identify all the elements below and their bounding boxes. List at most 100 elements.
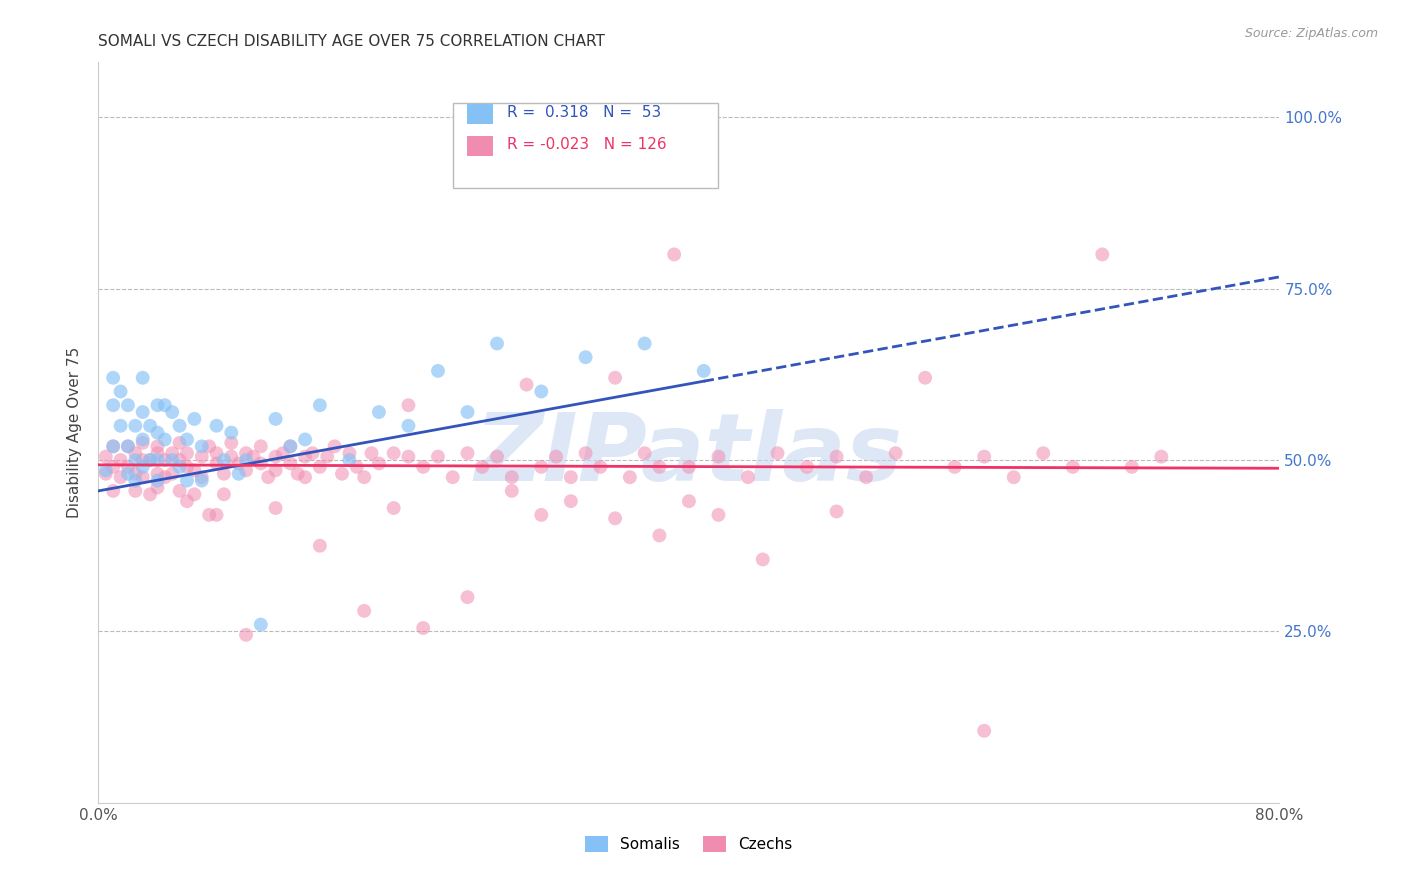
Point <box>560 494 582 508</box>
Point <box>117 439 139 453</box>
Point <box>153 398 176 412</box>
Point <box>486 450 509 464</box>
Point <box>124 453 146 467</box>
Point <box>605 371 627 385</box>
Point <box>884 446 907 460</box>
Point <box>605 511 627 525</box>
Point <box>221 425 243 440</box>
Point <box>169 459 191 474</box>
Point <box>139 453 162 467</box>
Point <box>707 508 730 522</box>
Point <box>648 459 671 474</box>
Point <box>412 621 434 635</box>
Point <box>678 494 700 508</box>
Point <box>486 336 509 351</box>
Point <box>228 467 250 481</box>
Point <box>132 453 155 467</box>
Point <box>205 446 228 460</box>
Point <box>360 446 382 460</box>
Point <box>309 398 332 412</box>
Point <box>139 453 162 467</box>
Point <box>1062 459 1084 474</box>
Point <box>124 483 146 498</box>
Point <box>1002 470 1025 484</box>
Point <box>707 450 730 464</box>
Point <box>589 459 612 474</box>
Point <box>619 470 641 484</box>
Point <box>117 459 139 474</box>
Point <box>169 453 191 467</box>
Point <box>176 474 198 488</box>
Point <box>176 459 198 474</box>
Point <box>309 459 332 474</box>
Point <box>162 405 183 419</box>
Point <box>250 457 273 471</box>
Point <box>132 459 155 474</box>
Point <box>139 418 162 433</box>
Point <box>280 457 302 471</box>
Text: SOMALI VS CZECH DISABILITY AGE OVER 75 CORRELATION CHART: SOMALI VS CZECH DISABILITY AGE OVER 75 C… <box>98 34 606 49</box>
Point <box>501 483 523 498</box>
Point <box>94 450 117 464</box>
Point <box>501 470 523 484</box>
Point <box>191 439 214 453</box>
Point <box>146 474 169 488</box>
Point <box>228 457 250 471</box>
Point <box>796 459 818 474</box>
Point <box>973 723 995 738</box>
Point <box>146 453 169 467</box>
Point <box>250 617 273 632</box>
Point <box>855 470 877 484</box>
Point <box>198 508 221 522</box>
Point <box>287 467 309 481</box>
Point <box>235 446 257 460</box>
Point <box>198 439 221 453</box>
Point <box>316 450 339 464</box>
Point <box>280 439 302 453</box>
Point <box>146 467 169 481</box>
FancyBboxPatch shape <box>467 104 494 124</box>
Point <box>575 446 598 460</box>
Point <box>914 371 936 385</box>
Point <box>634 446 657 460</box>
Point <box>530 508 553 522</box>
Point <box>264 501 287 516</box>
Y-axis label: Disability Age Over 75: Disability Age Over 75 <box>67 347 83 518</box>
Point <box>766 446 789 460</box>
Point <box>103 398 125 412</box>
Point <box>191 470 214 484</box>
Point <box>441 470 464 484</box>
Point <box>221 436 243 450</box>
Point <box>176 446 198 460</box>
Point <box>94 463 117 477</box>
Point <box>169 418 191 433</box>
Point <box>382 446 405 460</box>
Point <box>205 418 228 433</box>
Point <box>162 446 183 460</box>
Point <box>153 453 176 467</box>
Point <box>212 467 235 481</box>
Point <box>212 453 235 467</box>
FancyBboxPatch shape <box>467 136 494 156</box>
Point <box>323 439 346 453</box>
Point <box>264 463 287 477</box>
Point <box>110 384 132 399</box>
Point <box>162 467 183 481</box>
Point <box>153 433 176 447</box>
Point <box>124 467 146 481</box>
Point <box>176 494 198 508</box>
Point <box>205 457 228 471</box>
Point <box>132 436 155 450</box>
Point <box>398 450 420 464</box>
Point <box>146 446 169 460</box>
Point <box>103 459 125 474</box>
Point <box>103 483 125 498</box>
Point <box>183 487 205 501</box>
Point <box>398 398 420 412</box>
Point <box>146 480 169 494</box>
Point <box>1032 446 1054 460</box>
Point <box>264 450 287 464</box>
Point <box>346 459 368 474</box>
Point <box>973 450 995 464</box>
Point <box>1150 450 1173 464</box>
